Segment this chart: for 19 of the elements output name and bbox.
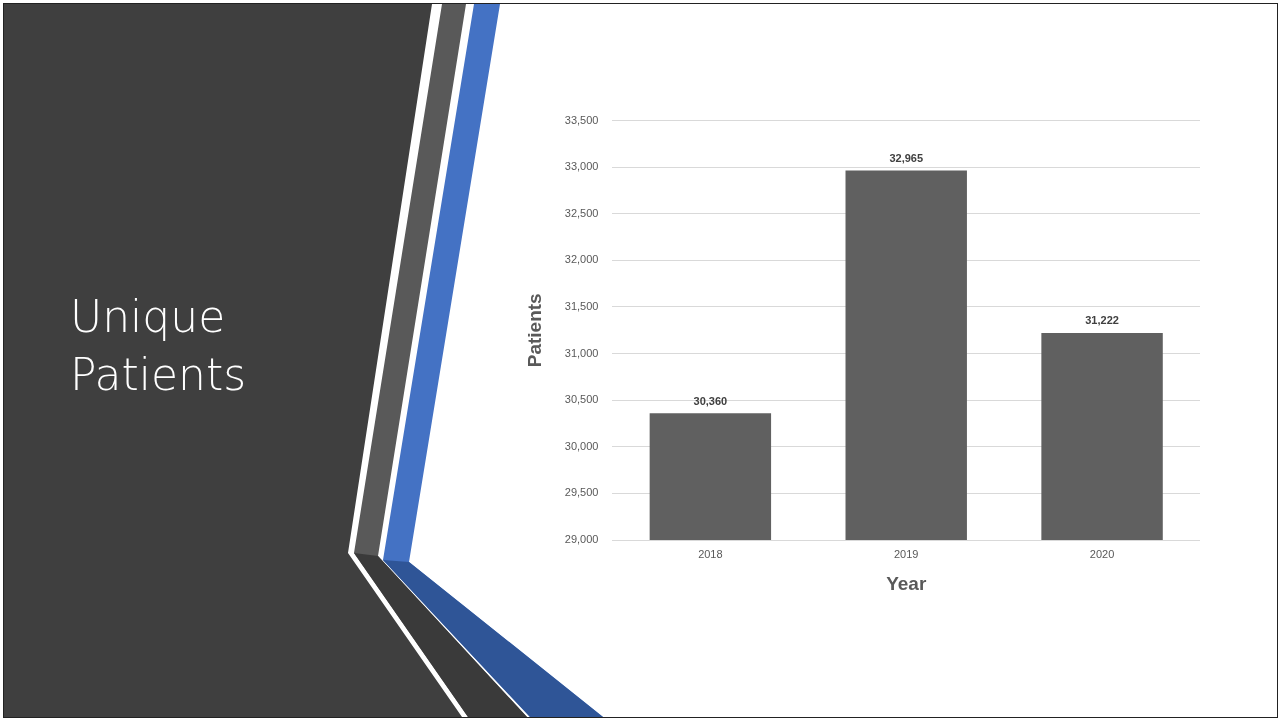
data-label: 32,965 <box>889 151 924 164</box>
y-tick-label: 31,000 <box>564 346 599 359</box>
x-tick-label: 2020 <box>1089 547 1115 560</box>
y-tick-label: 32,000 <box>564 253 599 266</box>
y-axis-title: Patients <box>523 293 545 368</box>
y-tick-label: 29,500 <box>564 486 599 499</box>
y-tick-label: 32,500 <box>564 206 599 219</box>
y-tick-label: 33,000 <box>564 160 599 173</box>
data-label: 30,360 <box>693 394 728 407</box>
data-label: 31,222 <box>1085 314 1119 327</box>
x-tick-label: 2019 <box>893 547 919 560</box>
y-tick-label: 30,000 <box>564 439 599 452</box>
y-tick-label: 33,500 <box>564 113 599 126</box>
y-tick-label: 29,000 <box>564 533 599 546</box>
x-tick-label: 2018 <box>698 547 723 560</box>
x-axis-title: Year <box>886 572 927 594</box>
y-tick-label: 30,500 <box>564 393 599 406</box>
text: Unique Patients <box>70 290 248 402</box>
y-tick-label: 31,500 <box>564 300 599 313</box>
